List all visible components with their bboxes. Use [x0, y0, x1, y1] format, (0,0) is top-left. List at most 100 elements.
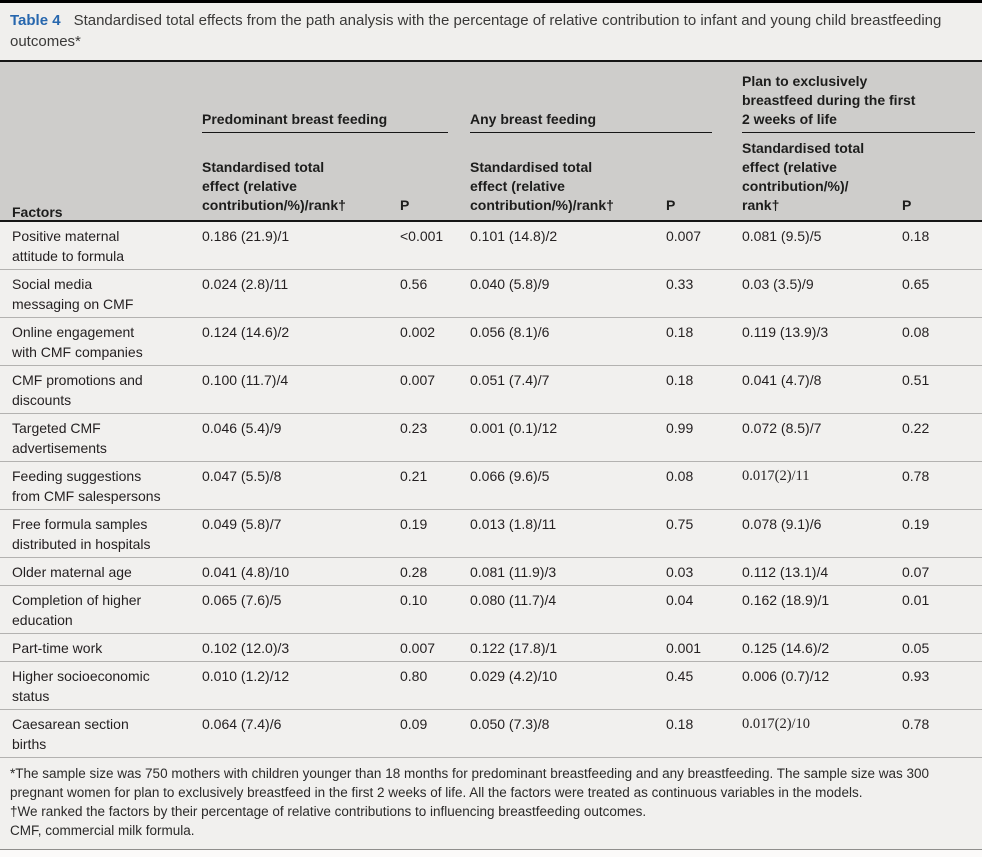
table-row: Higher socioeconomic status 0.010 (1.2)/1… [0, 661, 982, 710]
col-header-effect-predominant: Standardised total effect (relative cont… [190, 133, 388, 222]
effect-value-cell: 0.041 (4.8)/10 [190, 557, 388, 586]
p-value-cell: 0.21 [388, 461, 458, 510]
p-value-cell: 0.99 [654, 413, 730, 462]
group-header-row: Factors Predominant breast feeding Any b… [0, 62, 982, 222]
effect-value-cell: 0.017(2)/11 [730, 461, 890, 510]
p-value-cell: 0.93 [890, 661, 982, 710]
table-row: Targeted CMF advertisements 0.046 (5.4)/9… [0, 413, 982, 462]
p-value-cell: 0.001 [654, 633, 730, 662]
effect-value-cell: 0.010 (1.2)/12 [190, 661, 388, 710]
p-value-cell: 0.22 [890, 413, 982, 462]
effect-value-cell: 0.029 (4.2)/10 [458, 661, 654, 710]
effect-value-cell: 0.122 (17.8)/1 [458, 633, 654, 662]
col-header-effect-any: Standardised total effect (relative cont… [458, 133, 654, 222]
effect-value-cell: 0.162 (18.9)/1 [730, 585, 890, 634]
effect-value-cell: 0.125 (14.6)/2 [730, 633, 890, 662]
sub-header-row: Standardised total effect (relative cont… [0, 133, 982, 222]
p-value-cell: 0.09 [388, 709, 458, 757]
p-value-cell: 0.19 [890, 509, 982, 558]
effect-value-cell: 0.006 (0.7)/12 [730, 661, 890, 710]
table-row: Feeding suggestions from CMF salesperson… [0, 461, 982, 510]
p-value-cell: 0.33 [654, 269, 730, 318]
p-value-cell: 0.18 [654, 365, 730, 414]
effect-value-cell: 0.024 (2.8)/11 [190, 269, 388, 318]
effect-value-cell: 0.072 (8.5)/7 [730, 413, 890, 462]
effect-value-cell: 0.081 (9.5)/5 [742, 228, 822, 244]
p-value-cell: 0.07 [890, 557, 982, 586]
table-row: Social media messaging on CMF 0.024 (2.8)… [0, 269, 982, 318]
factor-cell: Online engagement with CMF companies [0, 317, 190, 366]
effect-value-cell: 0.064 (7.4)/6 [190, 709, 388, 757]
footnote-sample-size: *The sample size was 750 mothers with ch… [10, 766, 930, 800]
group-header-plan-exclusive-breastfeeding: Plan to exclusively breastfeed during th… [730, 62, 982, 133]
effect-value-cell: 0.017(2)/10 [730, 709, 890, 757]
table-number-label: Table 4 [10, 12, 61, 29]
table-body: Positive maternal attitude to formula 0.1… [0, 221, 982, 757]
effect-value-cell: 0.046 (5.4)/9 [190, 413, 388, 462]
effect-value-cell: 0.047 (5.5)/8 [190, 461, 388, 510]
table-row: Online engagement with CMF companies 0.12… [0, 317, 982, 366]
p-value-cell: 0.51 [890, 365, 982, 414]
col-header-p-any: P [654, 133, 730, 222]
col-header-factors: Factors [0, 62, 190, 222]
effect-value-cell: 0.100 (11.7)/4 [190, 365, 388, 414]
table-row: Part-time work 0.102 (12.0)/3 0.007 0.122 (… [0, 633, 982, 662]
group-label: Plan to exclusively breastfeed during th… [742, 72, 975, 133]
p-value-cell: 0.18 [654, 317, 730, 366]
effect-value-cell: 0.001 (0.1)/12 [458, 413, 654, 462]
p-value-cell: 0.78 [890, 709, 982, 757]
p-value-cell: 0.10 [388, 585, 458, 634]
table-row: Free formula samples distributed in hosp… [0, 509, 982, 558]
p-value-cell: 0.08 [654, 461, 730, 510]
col-header-effect-plan: Standardised total effect (relative cont… [730, 133, 890, 222]
effect-value-cell: 0.051 (7.4)/7 [458, 365, 654, 414]
effect-value-cell: 0.186 (21.9)/1 [202, 228, 290, 244]
p-value-cell: 0.75 [654, 509, 730, 558]
factor-cell: Free formula samples distributed in hosp… [0, 509, 190, 558]
effect-value-cell: 0.013 (1.8)/11 [458, 509, 654, 558]
effect-value-cell: 0.119 (13.9)/3 [730, 317, 890, 366]
p-value-cell: 0.007 [388, 365, 458, 414]
p-value-cell: 0.45 [654, 661, 730, 710]
factor-cell: Positive maternal attitude to formula [12, 228, 125, 264]
effect-value-cell: 0.041 (4.7)/8 [730, 365, 890, 414]
factor-cell: Older maternal age [0, 557, 190, 586]
bottom-gap [0, 850, 982, 857]
p-value-cell: 0.56 [388, 269, 458, 318]
effect-value-cell: 0.078 (9.1)/6 [730, 509, 890, 558]
effect-value-cell: 0.066 (9.6)/5 [458, 461, 654, 510]
top-rule [0, 0, 982, 3]
factor-cell: Targeted CMF advertisements [0, 413, 190, 462]
effect-value-cell: 0.124 (14.6)/2 [190, 317, 388, 366]
factor-cell: Feeding suggestions from CMF salesperson… [0, 461, 190, 510]
p-value-cell: 0.05 [890, 633, 982, 662]
p-value-cell: 0.18 [902, 228, 930, 244]
p-value-cell: 0.18 [654, 709, 730, 757]
group-header-predominant-breastfeeding: Predominant breast feeding [190, 62, 458, 133]
factor-cell: Caesarean section births [0, 709, 190, 757]
footnote-cmf-abbreviation: CMF, commercial milk formula. [10, 823, 195, 838]
p-value-cell: 0.03 [654, 557, 730, 586]
effect-value-cell: 0.065 (7.6)/5 [190, 585, 388, 634]
p-value-cell: 0.23 [388, 413, 458, 462]
p-value-cell: 0.01 [890, 585, 982, 634]
factor-cell: Social media messaging on CMF [0, 269, 190, 318]
effect-value-cell: 0.101 (14.8)/2 [470, 228, 558, 244]
table-row: Positive maternal attitude to formula 0.1… [0, 221, 982, 270]
table-row: Older maternal age 0.041 (4.8)/10 0.28 0.08… [0, 557, 982, 586]
factor-cell: CMF promotions and discounts [0, 365, 190, 414]
table-title: Table 4 Standardised total effects from t… [0, 3, 982, 62]
factor-cell: Completion of higher education [0, 585, 190, 634]
effect-value-cell: 0.056 (8.1)/6 [458, 317, 654, 366]
effect-value-cell: 0.080 (11.7)/4 [458, 585, 654, 634]
effect-value-cell: 0.050 (7.3)/8 [458, 709, 654, 757]
table-caption: Standardised total effects from the path… [10, 12, 942, 50]
effect-value-cell: 0.03 (3.5)/9 [730, 269, 890, 318]
p-value-cell: 0.65 [890, 269, 982, 318]
footnote-rank: †We ranked the factors by their percenta… [10, 804, 647, 819]
effect-value-cell: 0.040 (5.8)/9 [458, 269, 654, 318]
group-label: Any breast feeding [470, 110, 712, 133]
col-header-p-predominant: P [388, 133, 458, 222]
effect-value-cell: 0.102 (12.0)/3 [190, 633, 388, 662]
